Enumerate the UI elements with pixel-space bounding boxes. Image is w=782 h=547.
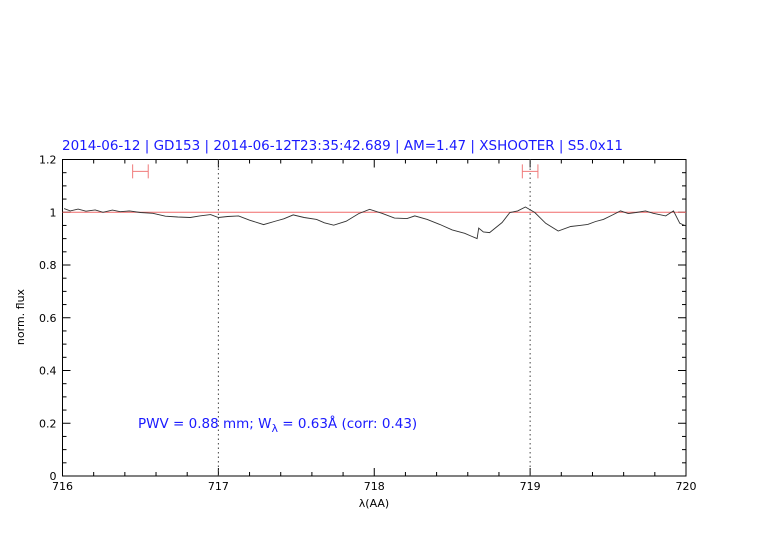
annotation-subscript: λ	[271, 422, 278, 435]
annotation-part-3: = 0.63Å (corr: 0.43)	[278, 415, 417, 432]
x-tick-label: 719	[520, 480, 541, 493]
spectrum-line	[63, 206, 687, 240]
x-tick-label: 717	[208, 480, 229, 493]
y-tick-label: 0.8	[39, 259, 57, 272]
chart-title: 2014-06-12 | GD153 | 2014-06-12T23:35:42…	[62, 138, 623, 154]
y-tick-label: 1.2	[39, 154, 57, 167]
y-tick-label: 0	[50, 470, 57, 483]
y-tick-label: 0.4	[39, 365, 57, 378]
x-tick-label: 720	[676, 480, 697, 493]
y-tick-label: 1	[50, 206, 57, 219]
y-tick-label: 0.6	[39, 312, 57, 325]
annotation-text: PWV = 0.88 mm; Wλ = 0.63Å (corr: 0.43)	[138, 415, 417, 435]
x-axis-label: λ(AA)	[359, 497, 389, 510]
y-axis-label: norm. flux	[14, 288, 27, 345]
annotation-part-1: PWV = 0.88 mm; W	[138, 416, 271, 432]
y-tick-label: 0.2	[39, 417, 57, 430]
x-tick-label: 716	[52, 480, 73, 493]
plot-area: 716 717 718 719 720 0 0.2 0.4 0.6 0.8 1 1.2	[39, 154, 697, 494]
x-tick-label: 718	[364, 480, 385, 493]
